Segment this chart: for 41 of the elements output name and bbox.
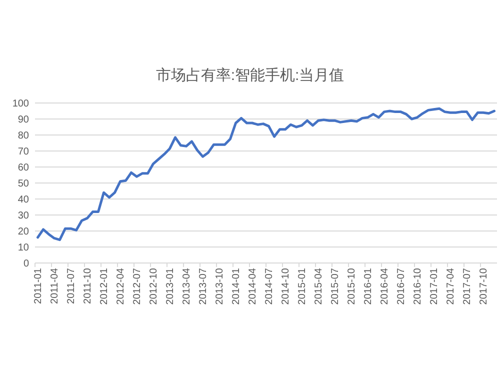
y-tick-label: 70 <box>18 146 30 158</box>
y-tick-label: 30 <box>18 210 30 222</box>
y-tick-label: 10 <box>18 242 30 254</box>
x-tick-label: 2016-07 <box>396 268 407 305</box>
x-tick-label: 2015-10 <box>346 268 358 305</box>
x-tick-label: 2017-07 <box>462 268 473 305</box>
x-tick-label: 2011-07 <box>66 268 77 304</box>
y-tick-label: 50 <box>18 178 30 190</box>
y-tick-label: 60 <box>18 162 30 174</box>
x-tick-label: 2015-04 <box>313 268 324 305</box>
x-tick-label: 2011-01 <box>32 268 44 304</box>
y-tick-label: 90 <box>18 114 30 126</box>
x-tick-label: 2011-10 <box>82 268 94 304</box>
x-tick-label: 2013-04 <box>181 268 192 305</box>
y-tick-label: 40 <box>18 194 30 206</box>
y-tick-label: 100 <box>12 98 30 110</box>
x-tick-label: 2015-07 <box>330 268 341 305</box>
x-tick-label: 2013-07 <box>198 268 209 305</box>
x-tick-label: 2015-01 <box>296 268 308 305</box>
x-tick-label: 2017-04 <box>445 268 456 305</box>
x-tick-label: 2013-10 <box>214 268 226 305</box>
x-tick-label: 2012-04 <box>115 268 126 305</box>
x-tick-label: 2014-01 <box>230 268 242 305</box>
x-tick-label: 2014-07 <box>264 268 275 305</box>
x-tick-label: 2012-07 <box>132 268 143 305</box>
y-tick-label: 80 <box>18 130 30 142</box>
x-tick-label: 2016-04 <box>379 268 390 305</box>
x-tick-label: 2014-10 <box>280 268 292 305</box>
x-tick-label: 2012-01 <box>98 268 110 305</box>
chart-title: 市场占有率:智能手机:当月值 <box>156 67 344 84</box>
y-tick-label: 0 <box>23 258 30 270</box>
x-tick-label: 2017-01 <box>428 268 440 305</box>
line-series <box>36 107 496 242</box>
x-tick-label: 2016-10 <box>412 268 424 305</box>
x-tick-label: 2011-04 <box>49 268 60 304</box>
x-tick-label: 2014-04 <box>247 268 258 305</box>
x-tick-label: 2017-10 <box>478 268 490 305</box>
x-tick-label: 2012-10 <box>148 268 160 305</box>
x-tick-label: 2013-01 <box>164 268 176 305</box>
y-tick-label: 20 <box>18 226 30 238</box>
x-tick-label: 2016-01 <box>362 268 374 305</box>
